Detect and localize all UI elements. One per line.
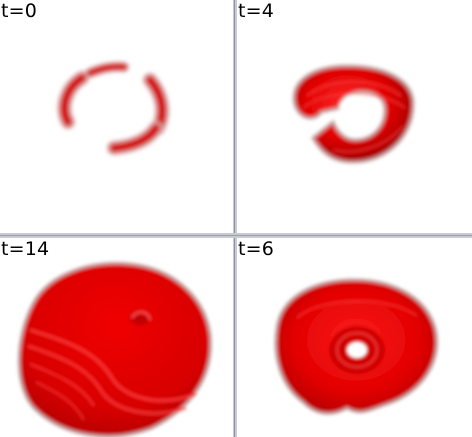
panel-t0: t=0 [0,0,233,233]
time-label: t=0 [1,0,38,22]
panel-t6: t=6 [237,238,472,437]
vertical-divider [233,0,237,437]
panel-t4: t=4 [237,0,472,233]
open-torus-render [292,64,415,164]
time-label: t=14 [1,238,50,260]
time-label: t=6 [238,238,275,260]
closed-torus-render [274,278,439,415]
solid-disc-render [17,261,213,437]
time-label: t=4 [238,0,275,22]
horizontal-divider [0,233,472,238]
ring-fragments-render [57,61,170,155]
panel-t14: t=14 [0,238,233,437]
